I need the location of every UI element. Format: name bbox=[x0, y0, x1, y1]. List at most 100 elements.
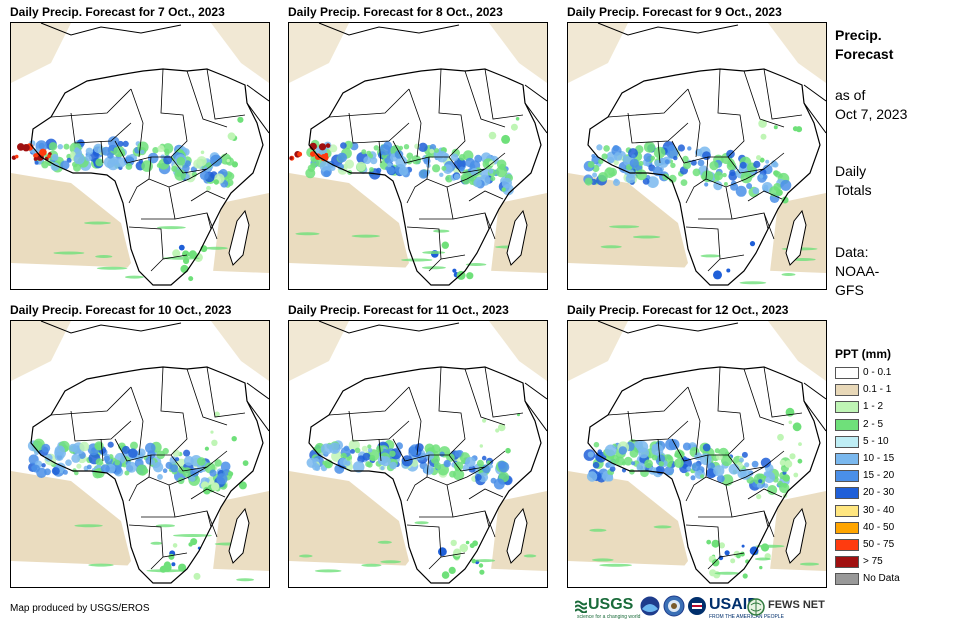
rain-cell bbox=[760, 457, 771, 468]
light-rain-area bbox=[289, 471, 409, 587]
rain-cell bbox=[31, 465, 37, 471]
rain-cell bbox=[692, 168, 701, 177]
rain-cell bbox=[107, 441, 114, 448]
country-border bbox=[100, 438, 104, 462]
rain-cell bbox=[373, 145, 379, 151]
data-source-line: Data: bbox=[835, 244, 869, 260]
rain-cell bbox=[691, 462, 701, 472]
map-canvas bbox=[289, 23, 547, 289]
country-border bbox=[484, 68, 524, 120]
usgs-tagline: science for a changing world bbox=[577, 614, 641, 620]
usgs-wave-icon bbox=[575, 600, 587, 613]
data-source-line: GFS bbox=[835, 282, 864, 298]
country-border bbox=[150, 258, 164, 272]
rain-cell bbox=[653, 146, 666, 159]
europe-coastline bbox=[40, 321, 182, 334]
totals-line: Daily bbox=[835, 163, 867, 179]
country-border bbox=[130, 386, 144, 456]
legend-swatch bbox=[835, 470, 859, 483]
rain-cell bbox=[701, 170, 714, 183]
rain-cell bbox=[474, 154, 483, 163]
rain-cell bbox=[323, 170, 331, 178]
rain-cell bbox=[211, 482, 220, 491]
rain-cell bbox=[163, 155, 173, 165]
rain-cell bbox=[651, 444, 658, 450]
rain-cell bbox=[668, 144, 675, 151]
rain-cell bbox=[174, 169, 186, 181]
rain-cell bbox=[481, 455, 487, 461]
rain-cell bbox=[682, 155, 689, 163]
rain-cell bbox=[361, 445, 368, 452]
country-border bbox=[725, 484, 769, 528]
heavy-rain-cell bbox=[47, 154, 51, 158]
arabia-coastline bbox=[524, 382, 547, 432]
rain-streak bbox=[146, 569, 185, 573]
legend-label: 0.1 - 1 bbox=[863, 384, 892, 396]
rain-cell bbox=[182, 250, 190, 258]
rain-streak bbox=[125, 275, 144, 279]
country-border bbox=[206, 212, 218, 240]
country-border bbox=[186, 368, 228, 426]
rain-cell bbox=[115, 157, 127, 168]
rain-cell bbox=[756, 155, 761, 161]
rain-cell bbox=[482, 418, 487, 423]
arabia-coastline bbox=[246, 84, 269, 134]
rain-cell bbox=[618, 446, 627, 455]
rain-cell bbox=[125, 163, 133, 170]
rain-cell bbox=[459, 166, 465, 172]
rain-cell bbox=[450, 539, 457, 547]
rain-cell bbox=[210, 430, 214, 434]
rain-cell bbox=[171, 562, 176, 567]
light-rain-area bbox=[289, 173, 409, 289]
rain-cell bbox=[175, 457, 180, 462]
country-border bbox=[747, 190, 783, 202]
rain-cell bbox=[439, 451, 445, 457]
map-panel: Daily Precip. Forecast for 7 Oct., 2023 bbox=[10, 4, 270, 294]
rain-cell bbox=[204, 446, 209, 451]
rain-cell bbox=[604, 167, 615, 179]
rain-cell bbox=[751, 460, 759, 468]
rain-cell bbox=[340, 452, 347, 459]
rain-cell bbox=[610, 454, 620, 465]
rain-cell bbox=[85, 147, 94, 155]
rain-cell bbox=[587, 161, 595, 168]
precip-map bbox=[288, 22, 548, 290]
rain-cell bbox=[495, 165, 508, 178]
legend-swatch bbox=[835, 556, 859, 569]
rain-cell bbox=[488, 168, 494, 174]
madagascar-outline bbox=[785, 209, 807, 266]
rain-cell bbox=[741, 544, 745, 548]
country-border bbox=[206, 366, 246, 418]
rain-cell bbox=[369, 454, 376, 461]
rain-cell bbox=[76, 463, 82, 469]
legend-item: > 75 bbox=[835, 556, 930, 570]
country-border bbox=[406, 524, 466, 558]
rain-cell bbox=[423, 157, 431, 165]
rain-cell bbox=[205, 162, 213, 169]
rain-cell bbox=[753, 160, 761, 168]
usgs-text: USGS bbox=[588, 596, 634, 613]
rain-cell bbox=[680, 179, 688, 187]
rain-cell bbox=[793, 472, 799, 478]
rain-cell bbox=[60, 160, 70, 170]
rain-cell bbox=[763, 547, 767, 551]
rain-cell bbox=[780, 179, 792, 191]
rain-cell bbox=[157, 145, 165, 153]
rain-cell bbox=[696, 469, 703, 476]
africa-coastline bbox=[30, 366, 264, 584]
rain-cell bbox=[697, 159, 705, 167]
rain-cell bbox=[724, 550, 730, 556]
rain-cell bbox=[57, 144, 63, 150]
country-border bbox=[190, 190, 226, 202]
country-border bbox=[130, 88, 144, 158]
rain-cell bbox=[168, 553, 175, 560]
country-border bbox=[406, 476, 428, 502]
rain-cell bbox=[380, 456, 391, 467]
panel-title: Daily Precip. Forecast for 7 Oct., 2023 bbox=[10, 5, 225, 19]
europe-coastline bbox=[318, 321, 460, 334]
rain-cell bbox=[749, 241, 756, 247]
rain-cell bbox=[607, 156, 615, 164]
rain-streak bbox=[96, 266, 128, 270]
rain-cell bbox=[86, 464, 92, 470]
rain-cell bbox=[162, 468, 168, 473]
